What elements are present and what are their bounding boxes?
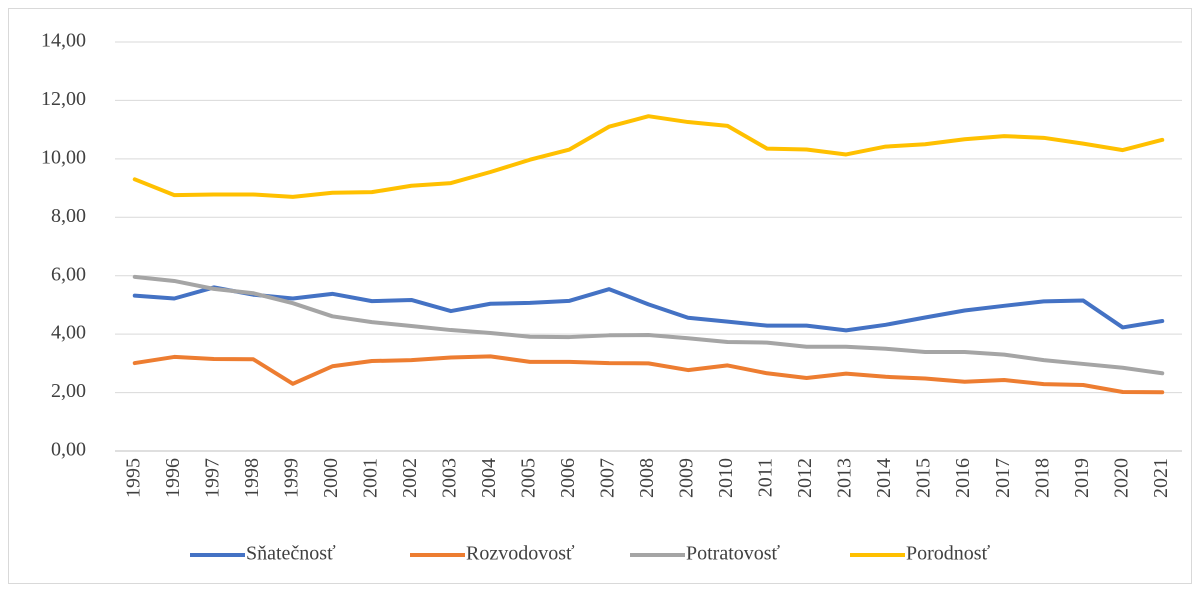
line-series — [132, 274, 1165, 376]
legend-label: Porodnosť — [906, 543, 991, 565]
x-tick-label: 2019 — [1071, 458, 1093, 498]
y-tick-label: 2,00 — [51, 380, 86, 402]
x-tick-label: 2005 — [518, 458, 540, 498]
x-tick-label: 2013 — [834, 458, 856, 498]
y-tick-label: 6,00 — [51, 263, 86, 285]
y-tick-label: 4,00 — [51, 322, 86, 344]
line-series — [132, 285, 1165, 333]
line-series — [132, 114, 1165, 199]
y-tick-label: 12,00 — [41, 88, 86, 110]
line-series — [132, 354, 1165, 395]
x-tick-label: 2018 — [1031, 458, 1053, 498]
x-tick-label: 1997 — [201, 458, 223, 498]
x-tick-label: 1995 — [122, 458, 144, 498]
x-tick-label: 1996 — [162, 458, 184, 498]
chart-border — [8, 8, 1192, 584]
x-tick-label: 1999 — [280, 458, 302, 498]
x-tick-label: 2008 — [636, 458, 658, 498]
y-tick-label: 14,00 — [41, 30, 86, 52]
x-tick-label: 2007 — [597, 458, 619, 498]
x-tick-label: 2004 — [478, 458, 500, 498]
legend-label: Potratovosť — [686, 543, 781, 565]
x-tick-label: 2020 — [1110, 458, 1132, 498]
x-tick-label: 2009 — [676, 458, 698, 498]
x-tick-label: 2002 — [399, 458, 421, 498]
x-tick-label: 2000 — [320, 458, 342, 498]
x-tick-label: 2006 — [557, 458, 579, 498]
y-tick-label: 0,00 — [51, 439, 86, 461]
x-tick-label: 2010 — [715, 458, 737, 498]
y-tick-label: 8,00 — [51, 205, 86, 227]
x-tick-label: 2017 — [992, 458, 1014, 498]
x-tick-label: 2011 — [755, 458, 777, 497]
x-tick-label: 2003 — [439, 458, 461, 498]
x-tick-label: 2001 — [359, 458, 381, 498]
x-tick-label: 2012 — [794, 458, 816, 498]
x-tick-label: 2014 — [873, 458, 895, 498]
x-tick-label: 2016 — [952, 458, 974, 498]
legend-label: Sňatečnosť — [246, 543, 336, 565]
legend-label: Rozvodovosť — [466, 543, 575, 565]
x-tick-label: 2015 — [913, 458, 935, 498]
y-tick-label: 10,00 — [41, 146, 86, 168]
x-tick-label: 1998 — [241, 458, 263, 498]
x-tick-label: 2021 — [1150, 458, 1172, 498]
